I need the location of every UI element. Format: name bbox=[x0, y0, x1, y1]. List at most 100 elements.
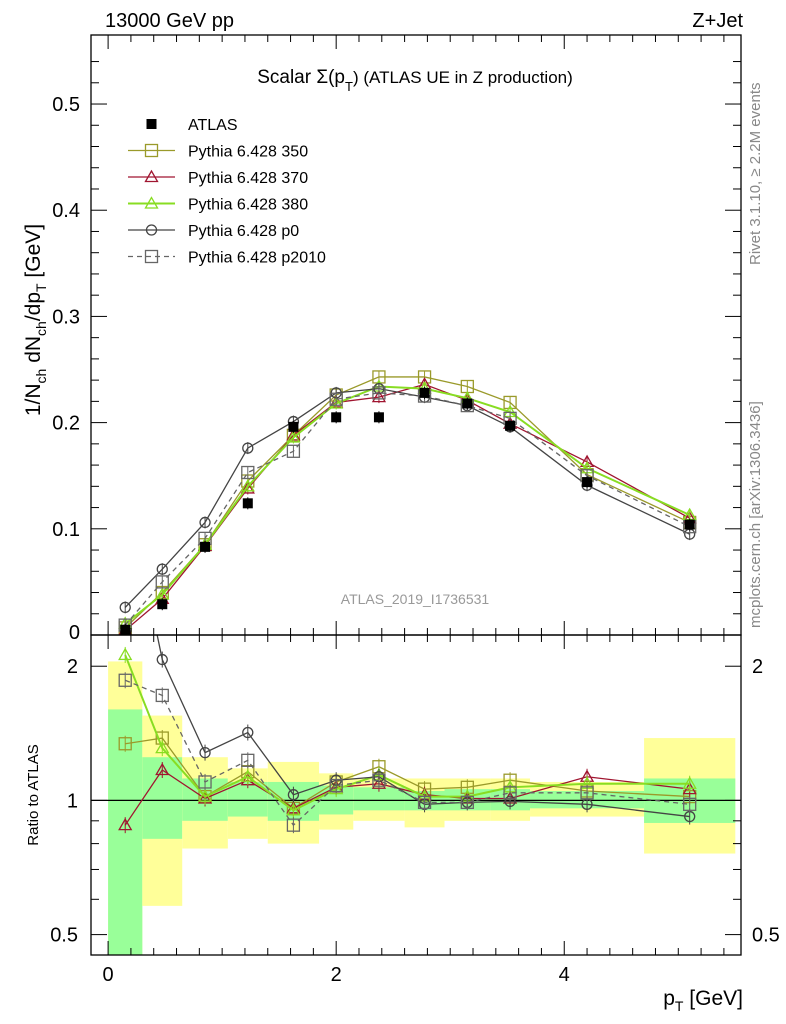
legend-entry: Pythia 6.428 p2010 bbox=[128, 250, 326, 267]
data-point bbox=[371, 776, 387, 789]
ratio-tick-label: 2 bbox=[67, 656, 78, 678]
legend-label: Pythia 6.428 350 bbox=[188, 144, 308, 161]
legend-entry: ATLAS bbox=[146, 117, 238, 134]
legend-entry: Pythia 6.428 p0 bbox=[128, 223, 299, 240]
data-point bbox=[329, 392, 343, 406]
y-tick-label-zero: 0 bbox=[69, 622, 80, 644]
mcplots-label: mcplots.cern.ch [arXiv:1306.3436] bbox=[747, 401, 764, 628]
rivet-label: Rivet 3.1.10, ≥ 2.2M events bbox=[747, 83, 764, 266]
axes: 0 2 4 0.1 0.2 0.3 0.4 0.5 0 0.5 0.5 1 2 2 bbox=[50, 34, 780, 986]
data-point bbox=[157, 599, 168, 610]
data-point bbox=[242, 498, 253, 509]
legend-entry: Pythia 6.428 370 bbox=[128, 169, 308, 187]
data-point bbox=[286, 803, 301, 816]
data-point bbox=[683, 797, 697, 811]
data-point bbox=[241, 465, 255, 480]
data-point bbox=[242, 726, 254, 739]
data-point bbox=[503, 786, 517, 800]
data-point bbox=[155, 740, 170, 754]
x-tick-label: 4 bbox=[559, 964, 570, 986]
ratio-line bbox=[124, 654, 690, 812]
data-point bbox=[144, 196, 159, 209]
ratio-tick-label-right: 0.5 bbox=[752, 925, 780, 947]
ratio-frame bbox=[90, 634, 742, 956]
data-point bbox=[156, 653, 168, 666]
data-point bbox=[144, 249, 159, 264]
data-point bbox=[118, 737, 132, 751]
data-point bbox=[287, 789, 300, 801]
series-line bbox=[124, 383, 690, 631]
ratio-uncertainty-bands bbox=[108, 661, 736, 955]
y-tick-label: 0.4 bbox=[52, 200, 80, 222]
data-point bbox=[118, 817, 133, 831]
data-point bbox=[200, 541, 211, 552]
y-tick-label: 0.3 bbox=[52, 306, 80, 328]
data-point bbox=[145, 224, 158, 236]
ratio-series-pythia-6-428-p2010 bbox=[118, 672, 697, 834]
series-line bbox=[124, 385, 691, 625]
legend-label: Pythia 6.428 p2010 bbox=[188, 250, 326, 267]
data-point bbox=[119, 601, 131, 614]
legend-label: ATLAS bbox=[188, 117, 238, 134]
data-point bbox=[155, 762, 170, 776]
legend-entry: Pythia 6.428 380 bbox=[128, 196, 308, 214]
data-point bbox=[286, 818, 301, 832]
data-point bbox=[242, 442, 254, 454]
chart-title: Scalar Σ(pT) (ATLAS UE in Z production) bbox=[257, 67, 573, 94]
legend-entry: Pythia 6.428 350 bbox=[128, 144, 308, 161]
data-point bbox=[199, 516, 211, 529]
analysis-id: ATLAS_2019_I1736531 bbox=[341, 591, 490, 607]
data-point bbox=[288, 421, 299, 432]
x-tick-label: 0 bbox=[103, 964, 114, 986]
legend-label: Pythia 6.428 370 bbox=[188, 170, 308, 187]
data-point bbox=[462, 398, 473, 409]
ratio-tick-label-right: 2 bbox=[752, 656, 763, 678]
y-tick-label: 0.2 bbox=[52, 413, 80, 435]
data-point bbox=[373, 412, 384, 423]
data-point bbox=[197, 789, 213, 802]
legend-label: Pythia 6.428 380 bbox=[188, 197, 308, 214]
data-point bbox=[582, 477, 593, 488]
ratio-line bbox=[156, 635, 690, 818]
data-point bbox=[155, 575, 169, 589]
ratio-line bbox=[125, 737, 690, 810]
data-point bbox=[286, 430, 301, 443]
band-inner bbox=[353, 787, 405, 811]
y-axis-label: 1/Nch dNch/dpT [GeV] bbox=[22, 224, 49, 416]
series-line bbox=[124, 387, 690, 608]
ratio-line bbox=[124, 769, 690, 826]
data-point bbox=[684, 519, 695, 530]
data-point bbox=[120, 624, 131, 635]
data-point bbox=[419, 387, 430, 398]
data-point bbox=[372, 386, 386, 400]
data-point bbox=[286, 444, 301, 458]
ratio-y-axis-label: Ratio to ATLAS bbox=[25, 744, 42, 845]
y-tick-label: 0.5 bbox=[52, 94, 80, 116]
main-plot-series bbox=[118, 370, 697, 635]
x-tick-label: 2 bbox=[331, 964, 342, 986]
ratio-tick-label: 1 bbox=[67, 790, 78, 812]
data-point bbox=[240, 481, 255, 494]
data-point bbox=[372, 773, 386, 787]
header-right: Z+Jet bbox=[692, 10, 743, 32]
data-point bbox=[371, 389, 387, 403]
legend: ATLAS Pythia 6.428 350 Pythia 6.428 370 Pyt… bbox=[128, 117, 326, 267]
data-point bbox=[329, 778, 343, 793]
data-point bbox=[144, 169, 159, 183]
ratio-tick-label: 0.5 bbox=[50, 925, 78, 947]
data-point bbox=[118, 647, 133, 661]
data-point bbox=[240, 479, 255, 492]
series-line bbox=[124, 392, 690, 626]
x-axis-label: pT [GeV] bbox=[663, 987, 743, 1014]
legend-label: Pythia 6.428 p0 bbox=[188, 223, 299, 240]
ratio-plot-series bbox=[118, 635, 697, 834]
data-point bbox=[580, 786, 594, 800]
data-point bbox=[155, 688, 169, 703]
series-atlas bbox=[120, 386, 695, 635]
data-point bbox=[417, 795, 432, 810]
data-point bbox=[682, 776, 697, 789]
data-point bbox=[460, 795, 474, 810]
ratio-line bbox=[124, 679, 690, 827]
header-left: 13000 GeV pp bbox=[105, 10, 234, 32]
